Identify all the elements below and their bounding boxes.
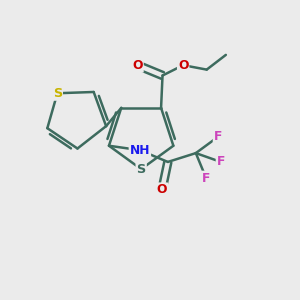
Text: F: F [214, 130, 222, 143]
Text: O: O [178, 59, 188, 72]
Text: S: S [136, 163, 146, 176]
Text: O: O [157, 183, 167, 196]
Text: NH: NH [130, 144, 150, 157]
Text: S: S [53, 87, 62, 100]
Text: O: O [132, 59, 143, 72]
Text: F: F [217, 155, 225, 168]
Text: F: F [202, 172, 210, 184]
